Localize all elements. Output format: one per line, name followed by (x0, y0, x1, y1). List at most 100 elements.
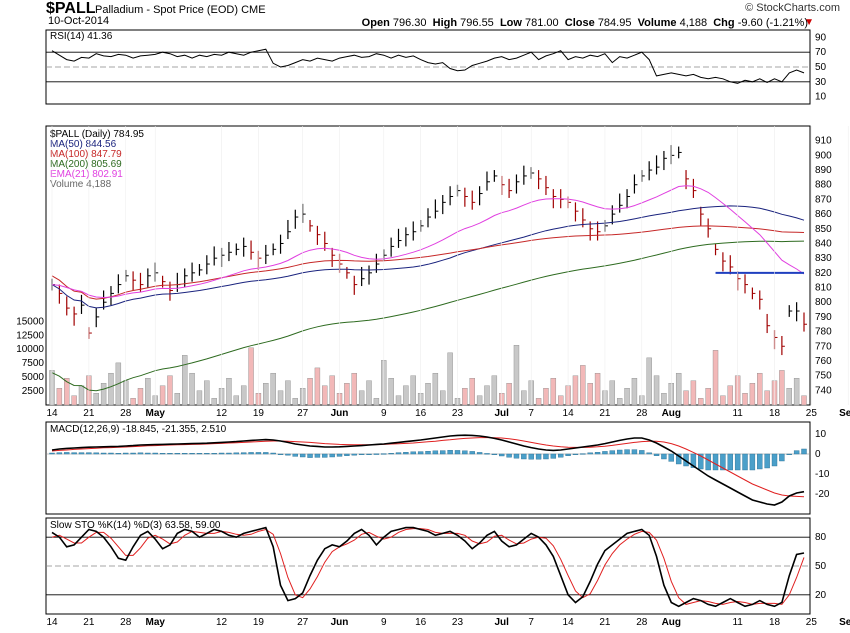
chart-date: 10-Oct-2014 (48, 15, 110, 27)
x-tick-label: 21 (83, 408, 95, 419)
price-tick-label: 890 (815, 165, 832, 176)
volume-bar (543, 388, 549, 406)
macd-histogram-bar (550, 453, 557, 459)
macd-histogram-bar (240, 452, 247, 455)
copyright-link[interactable]: © StockCharts.com (745, 2, 840, 14)
macd-histogram-bar (484, 453, 490, 455)
macd-histogram-bar (602, 451, 608, 455)
macd-histogram-bar (742, 453, 748, 471)
macd-histogram-bar (100, 452, 107, 455)
volume-bar (78, 385, 85, 406)
macd-legend: MACD(12,26,9) -18.845, -21.355, 2.510 (50, 424, 227, 435)
volume-bar (646, 357, 652, 406)
macd-histogram-bar (734, 453, 741, 471)
macd-histogram-bar (189, 453, 195, 455)
macd-histogram-bar (299, 453, 306, 458)
macd-histogram-bar (373, 453, 380, 455)
volume-bar (462, 388, 468, 406)
x-tick-label: 14 (46, 408, 58, 419)
macd-histogram-bar (587, 452, 593, 455)
volume-tick-label: 5000 (22, 372, 45, 383)
macd-histogram-bar (432, 450, 439, 455)
macd-histogram-bar (322, 453, 328, 458)
macd-histogram-bar (204, 453, 210, 455)
volume-tick-label: 2500 (22, 386, 45, 397)
macd-histogram-bar (358, 453, 365, 456)
macd-histogram-bar (675, 453, 682, 465)
volume-bar (447, 352, 453, 406)
x-tick-label: 23 (452, 408, 464, 419)
x-tick-label: 28 (636, 408, 648, 419)
price-tick-label: 850 (815, 224, 832, 235)
symbol-description: Palladium - Spot Price (EOD) CME (95, 4, 266, 16)
volume-bar (425, 383, 431, 406)
x-tick-label: 21 (83, 617, 95, 628)
macd-histogram-bar (668, 453, 674, 462)
macd-histogram-bar (86, 452, 92, 455)
volume-bar (277, 390, 284, 406)
volume-bar (263, 383, 269, 406)
volume-bar (285, 380, 291, 406)
macd-tick-label: 0 (815, 449, 821, 460)
volume-bar (484, 385, 490, 406)
macd-histogram-bar (381, 453, 387, 455)
volume-bar (432, 372, 439, 406)
x-tick-label: 28 (636, 617, 648, 628)
volume-bar (344, 383, 350, 406)
volume-bar (675, 372, 682, 406)
x-tick-label: 25 (806, 617, 818, 628)
macd-histogram-bar (130, 452, 136, 455)
macd-histogram-bar (410, 451, 416, 455)
price-tick-label: 810 (815, 283, 832, 294)
macd-histogram-bar (159, 453, 166, 455)
volume-bar (580, 365, 586, 406)
x-tick-label: 9 (381, 617, 387, 628)
volume-tick-label: 10000 (16, 344, 44, 355)
price-tick-label: 880 (815, 180, 832, 191)
macd-histogram-bar (292, 453, 298, 457)
sto-tick-label: 50 (815, 561, 827, 572)
volume-bar (395, 395, 402, 406)
volume-bar (609, 380, 616, 406)
x-tick-label: 9 (381, 408, 387, 419)
volume-tick-label: 12500 (16, 330, 44, 341)
x-tick-label: May (145, 408, 165, 419)
rsi-tick-label: 90 (815, 32, 827, 43)
sto-d-line (51, 528, 805, 605)
macd-histogram-bar (211, 453, 217, 455)
price-tick-label: 910 (815, 136, 832, 147)
macd-histogram-bar (631, 449, 638, 455)
volume-bar (631, 378, 638, 406)
macd-histogram-bar (108, 452, 114, 455)
volume-bar (727, 385, 733, 406)
macd-histogram-bar (565, 453, 571, 456)
macd-histogram-bar (757, 453, 763, 470)
macd-histogram-bar (395, 452, 402, 455)
macd-histogram-bar (152, 452, 158, 455)
sto-legend: Slow STO %K(14) %D(3) 63.58, 59.00 (50, 520, 221, 531)
volume-bar (469, 378, 475, 406)
ma100-line (51, 225, 805, 300)
volume-bar (594, 372, 601, 406)
price-tick-label: 840 (815, 238, 832, 249)
volume-bar (292, 398, 298, 406)
macd-histogram-bar (476, 452, 483, 455)
volume-bar (167, 375, 173, 406)
x-tick-label: 25 (806, 408, 818, 419)
macd-histogram-bar (366, 453, 372, 456)
price-tick-label: 900 (815, 150, 832, 161)
x-tick-label: 18 (769, 408, 781, 419)
volume-bar (440, 390, 446, 406)
volume-bar (314, 367, 321, 406)
macd-histogram-bar (720, 453, 726, 471)
x-tick-label: May (145, 617, 165, 628)
volume-bar (388, 378, 394, 406)
volume-bar (749, 383, 756, 406)
low-value: 781.00 (525, 17, 559, 29)
ema21-line (51, 185, 805, 299)
volume-bar (226, 378, 232, 406)
volume-bar (720, 395, 726, 406)
volume-bar (270, 372, 276, 406)
